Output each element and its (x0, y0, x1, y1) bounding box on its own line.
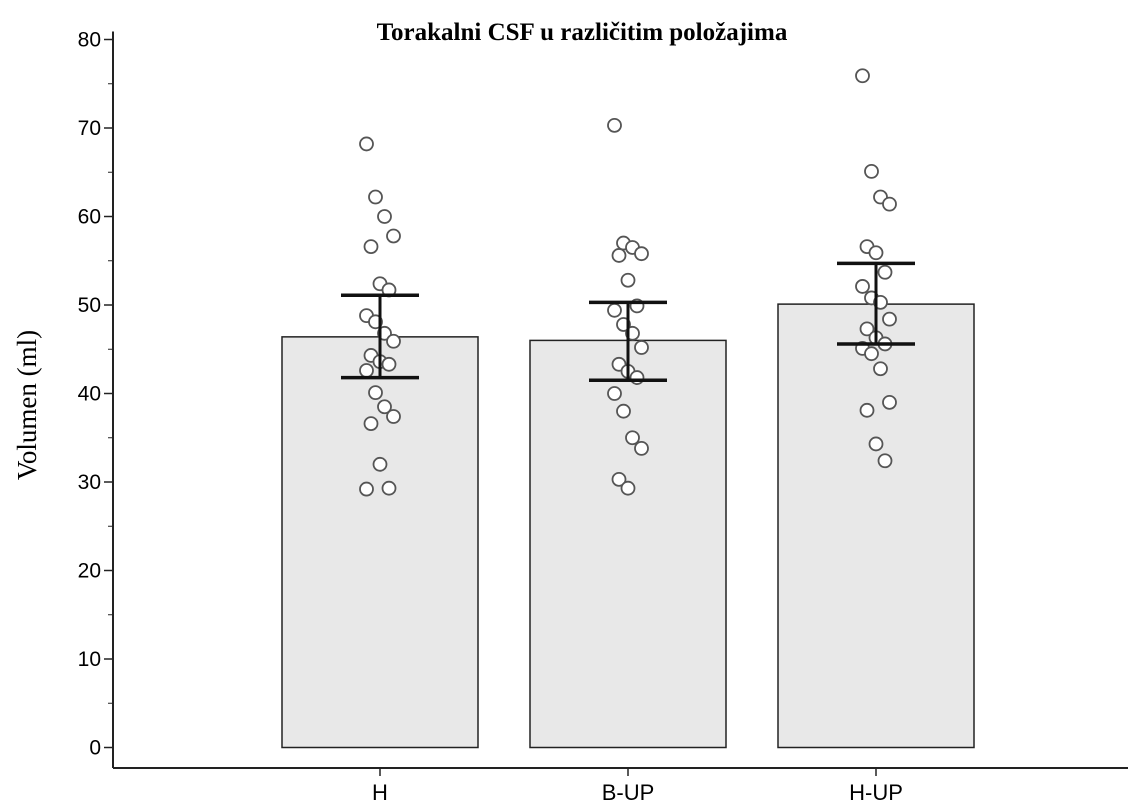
y-tick-label: 70 (78, 117, 101, 140)
data-point (882, 394, 897, 410)
x-tick-label: B-UP (602, 780, 655, 805)
y-tick-label: 20 (78, 560, 101, 583)
y-tick-label: 40 (78, 383, 101, 406)
data-point (625, 430, 640, 446)
data-point (864, 346, 879, 362)
data-point (607, 302, 622, 318)
data-point (363, 239, 379, 254)
data-point (877, 453, 893, 469)
data-point (386, 409, 401, 424)
data-point (882, 311, 897, 327)
data-point (363, 416, 379, 431)
data-point (386, 333, 401, 349)
y-tick-label: 50 (78, 294, 101, 317)
data-point (634, 340, 649, 355)
data-point (864, 163, 879, 179)
y-tick-label: 80 (78, 29, 101, 52)
bar-H-UP (777, 303, 975, 749)
data-point (629, 370, 645, 385)
data-point (359, 136, 374, 152)
data-point (377, 399, 392, 415)
data-point (381, 480, 397, 496)
plot-area: 0 10 20 30 40 50 60 70 80 H B-UP H-UP (78, 29, 1128, 805)
data-point (607, 386, 622, 401)
data-point (634, 440, 649, 456)
data-point (368, 385, 383, 401)
data-point (877, 264, 893, 280)
y-tick-label: 30 (78, 471, 101, 494)
data-point (381, 356, 397, 372)
y-tick-label: 10 (78, 648, 101, 671)
x-tick-label: H-UP (849, 780, 903, 805)
data-point (855, 279, 870, 294)
x-tick-label: H (372, 780, 388, 805)
data-point (873, 361, 888, 377)
data-point (620, 480, 636, 496)
data-point (386, 228, 401, 244)
data-point (377, 209, 392, 224)
y-axis-label: Volumen (ml) (12, 330, 42, 480)
y-tick-label: 0 (89, 737, 101, 760)
data-point (607, 117, 622, 133)
data-point (859, 321, 875, 337)
data-point (359, 481, 374, 497)
y-tick-label: 60 (78, 206, 101, 229)
data-point (868, 245, 884, 261)
data-point (359, 363, 374, 378)
data-point (616, 403, 631, 419)
data-point (882, 196, 897, 212)
chart-title: Torakalni CSF u različitim položajima (377, 19, 788, 46)
data-point (620, 272, 636, 288)
data-point (859, 402, 875, 418)
data-point (634, 246, 649, 262)
data-point (368, 189, 383, 205)
data-point (868, 436, 884, 452)
data-point (611, 471, 627, 487)
data-point (611, 248, 627, 263)
data-point (855, 68, 870, 84)
bar-B-UP (529, 339, 727, 749)
data-point (372, 456, 388, 472)
